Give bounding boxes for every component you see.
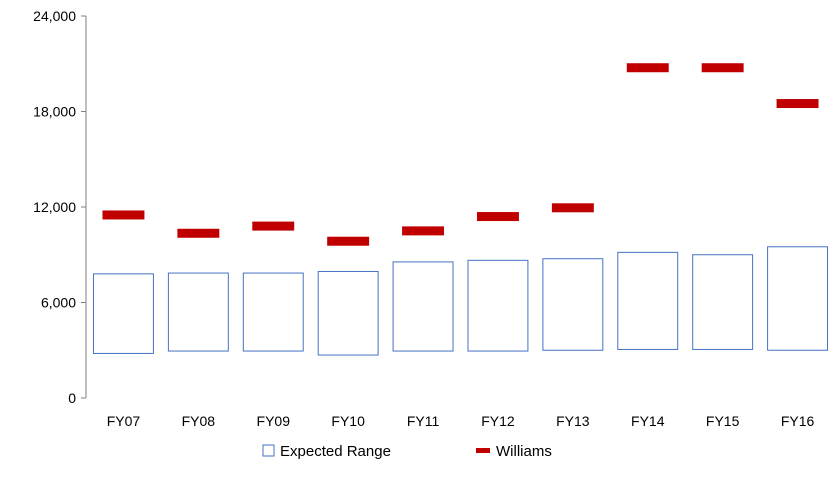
expected-range-box <box>692 254 754 350</box>
x-tick-label: FY10 <box>331 413 365 429</box>
x-tick-label: FY15 <box>706 413 740 429</box>
y-tick-label: 0 <box>68 390 76 406</box>
x-axis-tick-labels: FY07 FY08 FY09 FY10 FY11 FY12 FY13 FY14 FY15 FY16 <box>107 413 815 429</box>
y-tick-label: 24,000 <box>33 8 76 24</box>
x-tick-label: FY14 <box>631 413 665 429</box>
expected-range-box <box>92 273 154 354</box>
y-axis-tick-labels: 0 6,000 12,000 18,000 24,000 <box>33 8 76 406</box>
x-tick-label: FY07 <box>107 413 141 429</box>
x-tick-label: FY08 <box>182 413 216 429</box>
legend-expected-range-swatch <box>262 444 275 457</box>
expected-range-box <box>767 246 829 351</box>
williams-marker <box>701 63 744 73</box>
expected-range-box <box>392 261 454 352</box>
expected-range-series <box>92 246 829 356</box>
expected-range-box <box>167 272 229 352</box>
expected-range-box <box>542 258 604 351</box>
expected-range-box <box>467 259 529 352</box>
williams-marker <box>551 203 594 213</box>
x-tick-label: FY13 <box>556 413 590 429</box>
williams-series <box>102 63 819 246</box>
williams-marker <box>177 228 220 238</box>
x-tick-label: FY16 <box>781 413 815 429</box>
axes <box>81 15 87 399</box>
expected-range-box <box>317 270 379 356</box>
williams-marker <box>327 236 370 246</box>
x-tick-label: FY09 <box>257 413 291 429</box>
x-tick-label: FY11 <box>407 413 440 429</box>
williams-marker <box>102 210 145 220</box>
y-tick-label: 18,000 <box>33 104 76 120</box>
y-tick-label: 12,000 <box>33 199 76 215</box>
legend: Expected Range Williams <box>262 443 552 460</box>
williams-marker <box>476 212 519 222</box>
legend-williams-swatch <box>476 448 490 453</box>
x-tick-label: FY12 <box>481 413 515 429</box>
expected-range-box <box>617 251 679 350</box>
williams-marker <box>626 63 669 73</box>
williams-marker <box>402 226 445 236</box>
williams-marker <box>252 221 295 231</box>
legend-williams-label: Williams <box>496 443 552 460</box>
williams-marker <box>776 99 819 109</box>
expected-range-box <box>242 272 304 352</box>
y-tick-label: 6,000 <box>41 295 76 311</box>
legend-expected-range-label: Expected Range <box>280 443 391 460</box>
